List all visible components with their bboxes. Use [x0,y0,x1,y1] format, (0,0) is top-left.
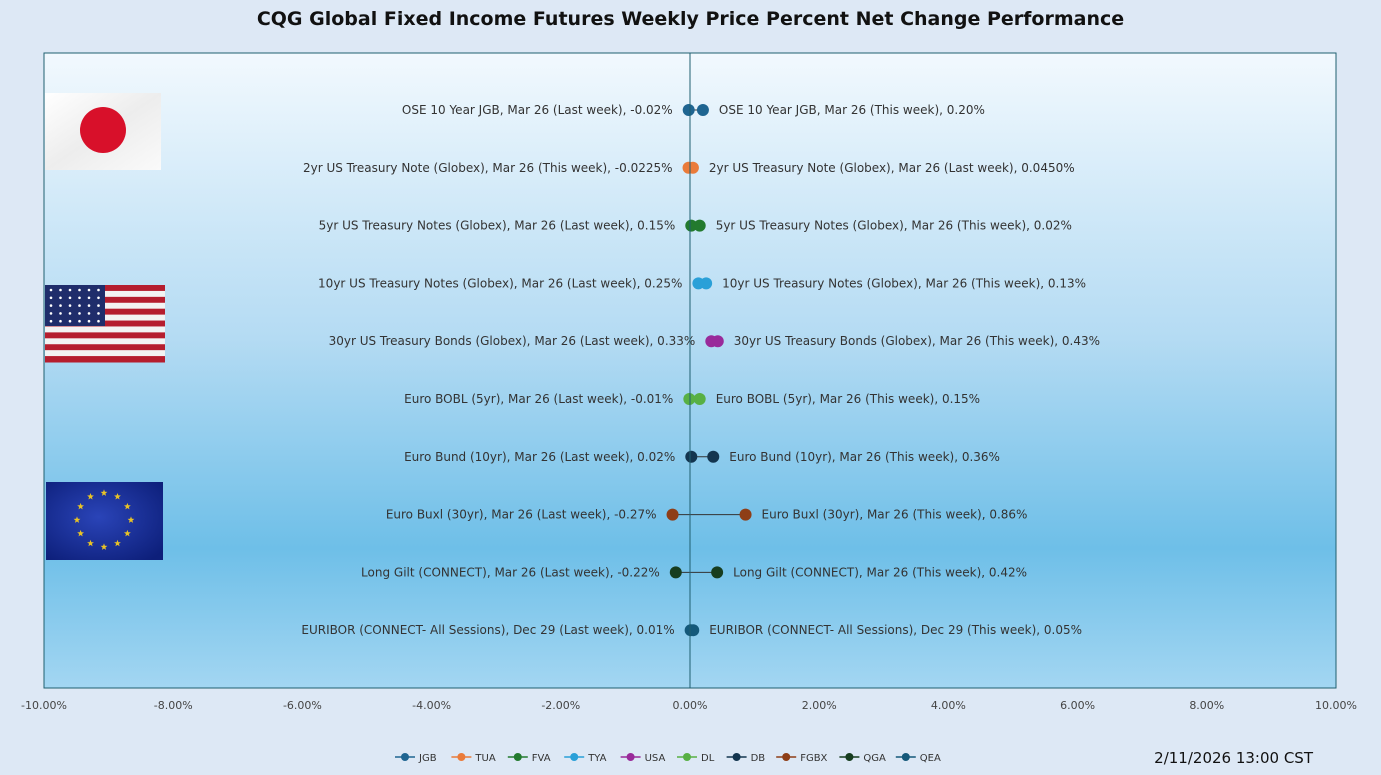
data-label-left: 10yr US Treasury Notes (Globex), Mar 26 … [318,276,682,290]
x-tick-label: -10.00% [21,699,67,712]
legend-label: DB [751,753,766,764]
data-label-left: 2yr US Treasury Note (Globex), Mar 26 (T… [303,161,673,175]
point-usa-2 [711,335,724,348]
data-label-left: Euro Bund (10yr), Mar 26 (Last week), 0.… [404,450,675,464]
us-flag [45,285,165,363]
legend-label: QGA [863,753,886,764]
data-label-right: EURIBOR (CONNECT- All Sessions), Dec 29 … [709,623,1082,637]
legend-label: USA [645,753,666,764]
data-label-left: Euro Buxl (30yr), Mar 26 (Last week), -0… [386,508,657,522]
japan-flag [45,93,161,170]
x-tick-label: 10.00% [1315,699,1357,712]
data-label-right: OSE 10 Year JGB, Mar 26 (This week), 0.2… [719,103,985,117]
legend-marker [401,753,409,761]
point-qga-1 [669,566,682,579]
legend-marker [901,753,910,761]
legend-marker [513,753,522,761]
data-label-left: OSE 10 Year JGB, Mar 26 (Last week), -0.… [402,103,673,117]
x-tick-label: -4.00% [412,699,451,712]
timestamp: 2/11/2026 13:00 CST [1154,749,1313,767]
data-label-right: 30yr US Treasury Bonds (Globex), Mar 26 … [734,334,1100,348]
point-qga-2 [711,566,724,579]
legend-marker [683,753,691,761]
data-label-right: Euro Buxl (30yr), Mar 26 (This week), 0.… [762,508,1028,522]
x-tick-label: 8.00% [1189,699,1224,712]
legend-marker [570,753,579,761]
data-label-right: 2yr US Treasury Note (Globex), Mar 26 (L… [709,161,1075,175]
legend-label: JGB [418,753,437,764]
data-label-right: Euro BOBL (5yr), Mar 26 (This week), 0.1… [716,392,980,406]
point-fva-2 [693,219,706,232]
legend-label: FVA [532,753,551,764]
point-db-1 [685,450,698,463]
point-dl-1 [683,393,696,405]
x-tick-label: -8.00% [154,699,193,712]
data-label-left: Euro BOBL (5yr), Mar 26 (Last week), -0.… [404,392,673,406]
data-label-right: Long Gilt (CONNECT), Mar 26 (This week),… [733,565,1027,579]
point-fgbx-2 [739,508,752,521]
data-label-left: 30yr US Treasury Bonds (Globex), Mar 26 … [329,334,696,348]
data-label-right: 10yr US Treasury Notes (Globex), Mar 26 … [722,276,1086,290]
legend-marker [626,753,635,761]
x-tick-label: -2.00% [541,699,580,712]
x-tick-label: -6.00% [283,699,322,712]
data-label-left: Long Gilt (CONNECT), Mar 26 (Last week),… [361,565,660,579]
x-tick-label: 6.00% [1060,699,1095,712]
data-label-left: 5yr US Treasury Notes (Globex), Mar 26 (… [319,219,676,233]
legend-label: TYA [587,753,606,764]
chart-title: CQG Global Fixed Income Futures Weekly P… [256,8,1125,30]
legend-marker [732,753,741,761]
point-jgb-2 [696,104,709,116]
legend-label: TUA [474,753,495,764]
point-tya-2 [700,277,713,290]
eu-flag [46,482,163,560]
data-label-left: EURIBOR (CONNECT- All Sessions), Dec 29 … [301,623,674,637]
legend-marker [457,753,466,761]
point-fgbx-1 [666,508,679,521]
point-tua-2 [686,161,699,174]
legend-label: QEA [920,753,941,764]
x-tick-label: 0.00% [673,699,708,712]
x-tick-label: 2.00% [802,699,837,712]
legend-marker [845,753,854,761]
point-fva-1 [685,219,698,232]
legend-label: DL [701,753,715,764]
data-label-right: 5yr US Treasury Notes (Globex), Mar 26 (… [716,219,1072,233]
point-jgb-1 [682,104,695,116]
legend-marker [782,753,791,761]
point-dl-2 [693,393,706,405]
legend-label: FGBX [800,753,827,764]
point-db-2 [707,450,720,463]
x-tick-label: 4.00% [931,699,966,712]
point-qea-2 [687,624,700,637]
data-label-right: Euro Bund (10yr), Mar 26 (This week), 0.… [729,450,1000,464]
